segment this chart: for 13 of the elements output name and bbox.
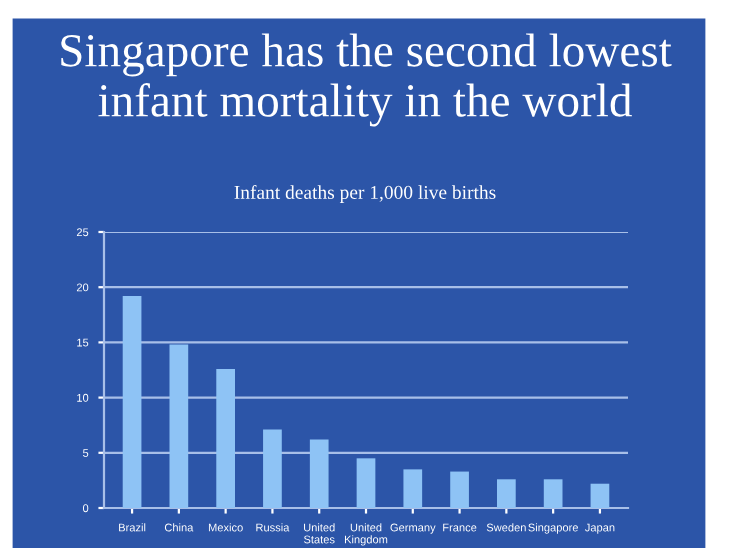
bar — [216, 368, 235, 508]
bar — [122, 296, 142, 508]
chart-title: Singapore has the second lowest infant mortality in the world — [61, 33, 672, 127]
bar — [263, 429, 282, 508]
bar — [403, 469, 423, 508]
bar — [543, 479, 563, 508]
bar — [497, 479, 516, 508]
bar — [590, 483, 610, 508]
chart-subtitle: Infant deaths per 1,000 live births — [234, 185, 496, 203]
bar — [356, 458, 376, 508]
bar — [309, 439, 329, 508]
bar — [169, 344, 189, 508]
bar — [450, 471, 469, 508]
